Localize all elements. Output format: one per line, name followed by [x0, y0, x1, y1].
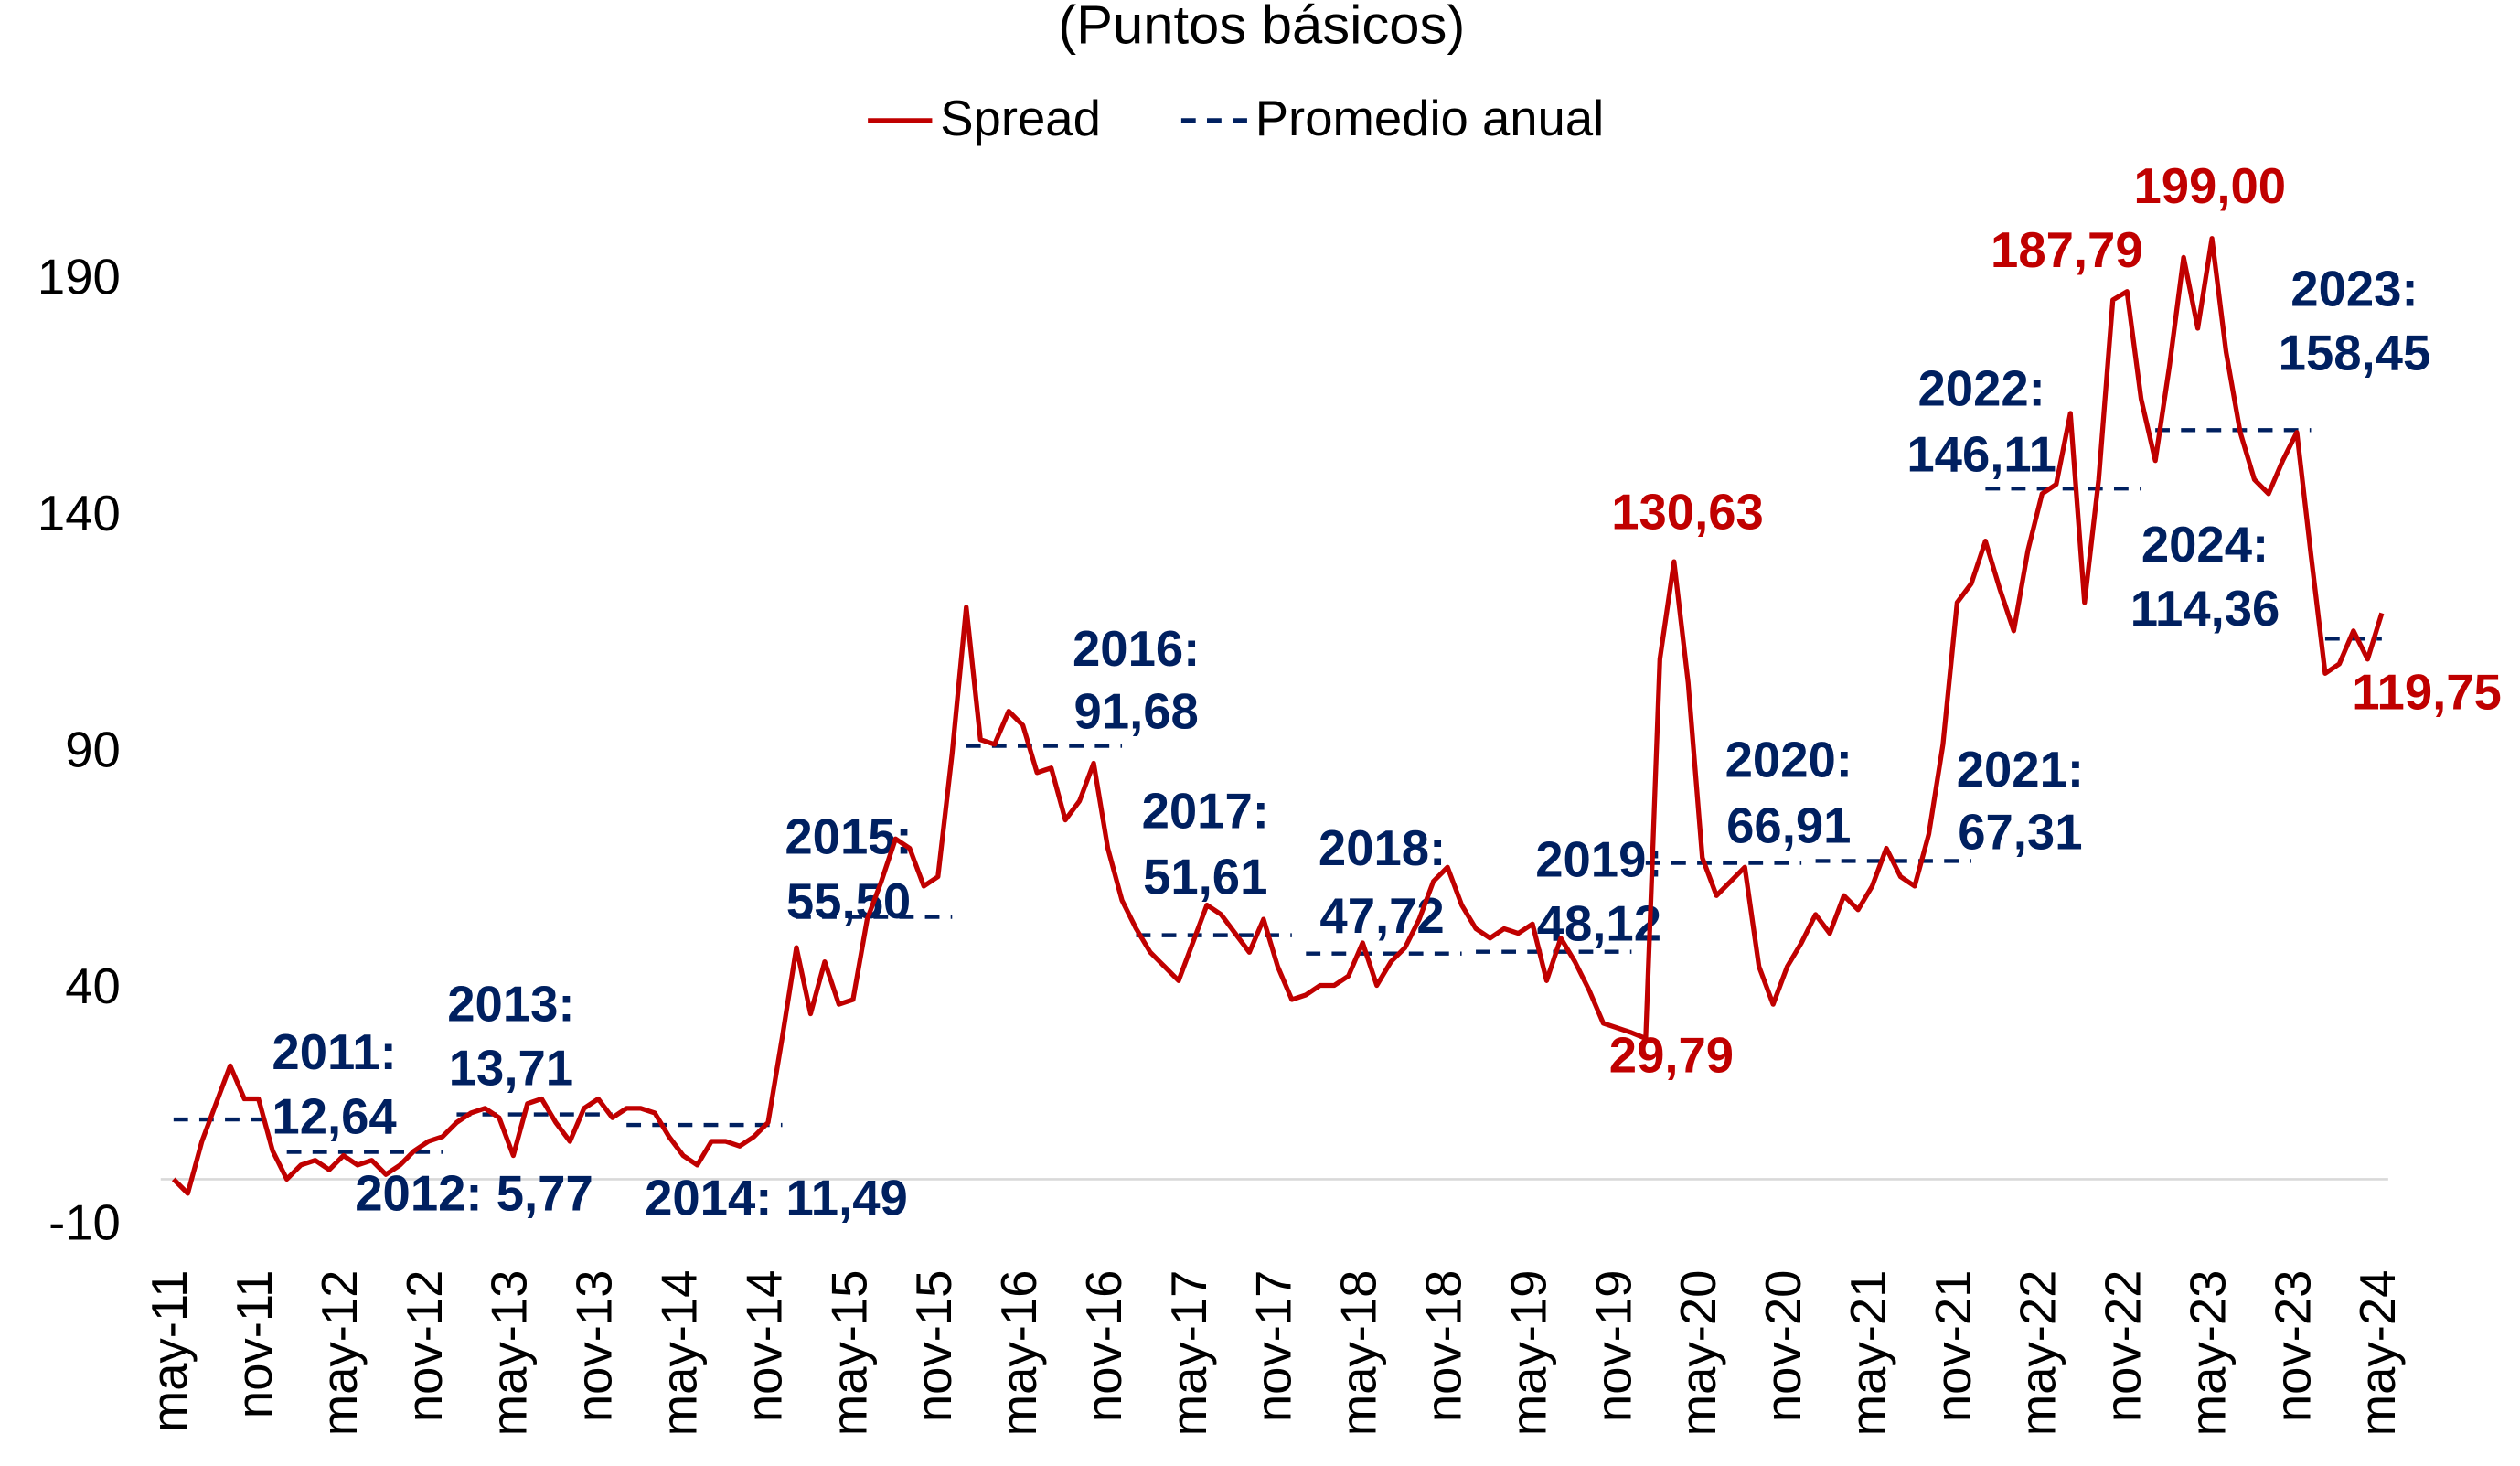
average-label: 2012: 5,77: [355, 1166, 593, 1222]
x-tick-label: may-12: [312, 1270, 368, 1437]
x-tick-label: may-19: [1500, 1270, 1556, 1437]
average-year-label: 2011:: [272, 1024, 396, 1080]
x-tick-label: may-18: [1331, 1270, 1387, 1437]
average-value-label: 146,11: [1906, 426, 2056, 482]
y-tick-label: 140: [37, 486, 121, 541]
average-value-label: 158,45: [2279, 326, 2431, 381]
x-tick-label: may-13: [482, 1270, 538, 1437]
average-value-label: 5,77: [497, 1166, 593, 1222]
legend-label: Promedio anual: [1255, 91, 1605, 146]
data-label: 199,00: [2133, 158, 2286, 214]
y-tick-label: 40: [65, 958, 121, 1014]
x-tick-label: nov-19: [1586, 1270, 1641, 1423]
average-year-label: 2015:: [785, 809, 912, 865]
average-year-label: 2018:: [1319, 820, 1446, 876]
x-tick-label: nov-17: [1246, 1270, 1302, 1423]
y-tick-label: 190: [37, 250, 121, 305]
x-tick-label: nov-22: [2096, 1270, 2152, 1423]
x-tick-label: may-11: [142, 1270, 198, 1433]
x-tick-label: may-24: [2350, 1270, 2406, 1437]
average-year-label: 2024:: [2141, 517, 2269, 572]
x-tick-label: nov-21: [1926, 1270, 1981, 1423]
y-tick-label: -10: [48, 1194, 121, 1250]
x-tick-label: nov-16: [1076, 1270, 1132, 1423]
x-tick-label: nov-11: [227, 1270, 283, 1419]
x-tick-label: may-21: [1841, 1270, 1896, 1437]
average-year-label: 2019:: [1535, 831, 1662, 887]
x-tick-label: nov-13: [567, 1270, 623, 1423]
average-year-label: 2020:: [1725, 732, 1853, 787]
x-tick-label: may-14: [652, 1270, 708, 1437]
data-label: 119,75: [2352, 664, 2502, 720]
legend-label: Spread: [940, 91, 1101, 146]
x-tick-label: nov-12: [397, 1270, 453, 1423]
x-tick-label: nov-15: [906, 1270, 962, 1423]
average-value-label: 55,50: [786, 873, 911, 929]
y-tick-label: 90: [65, 722, 121, 778]
average-year-label: 2023:: [2290, 261, 2418, 316]
average-year-label: 2016:: [1073, 621, 1200, 677]
average-value-label: 67,31: [1958, 804, 2082, 860]
average-year-label: 2017:: [1142, 784, 1269, 840]
average-value-label: 48,12: [1537, 896, 1661, 952]
x-tick-label: may-22: [2011, 1270, 2066, 1437]
x-tick-label: may-16: [991, 1270, 1047, 1437]
average-value-label: 66,91: [1726, 797, 1851, 853]
average-year-label: 2012:: [355, 1166, 482, 1222]
x-tick-label: may-17: [1161, 1270, 1217, 1437]
chart-title: (Puntos básicos): [1058, 0, 1465, 55]
average-value-label: 12,64: [272, 1088, 396, 1144]
average-label: 2014: 11,49: [645, 1171, 908, 1226]
x-tick-label: may-15: [821, 1270, 877, 1437]
data-label: 187,79: [1991, 222, 2143, 278]
average-year-label: 2021:: [1957, 742, 2084, 797]
average-year-label: 2022:: [1918, 360, 2045, 416]
data-label: 130,63: [1611, 485, 1764, 540]
data-label: 29,79: [1609, 1028, 1734, 1084]
x-tick-label: may-20: [1671, 1270, 1726, 1437]
x-tick-label: nov-20: [1756, 1270, 1811, 1423]
average-value-label: 11,49: [786, 1171, 908, 1226]
x-tick-label: nov-23: [2265, 1270, 2321, 1423]
average-value-label: 91,68: [1074, 684, 1199, 740]
average-value-label: 114,36: [2130, 581, 2280, 637]
x-tick-label: may-23: [2180, 1270, 2236, 1437]
average-value-label: 13,71: [449, 1041, 573, 1097]
average-year-label: 2013:: [447, 976, 574, 1032]
spread-line: [171, 236, 2385, 1196]
average-value-label: 47,72: [1319, 888, 1444, 944]
average-value-label: 51,61: [1143, 850, 1267, 905]
average-year-label: 2014:: [645, 1171, 772, 1226]
x-tick-label: nov-18: [1415, 1270, 1471, 1423]
x-tick-label: nov-14: [736, 1270, 792, 1423]
